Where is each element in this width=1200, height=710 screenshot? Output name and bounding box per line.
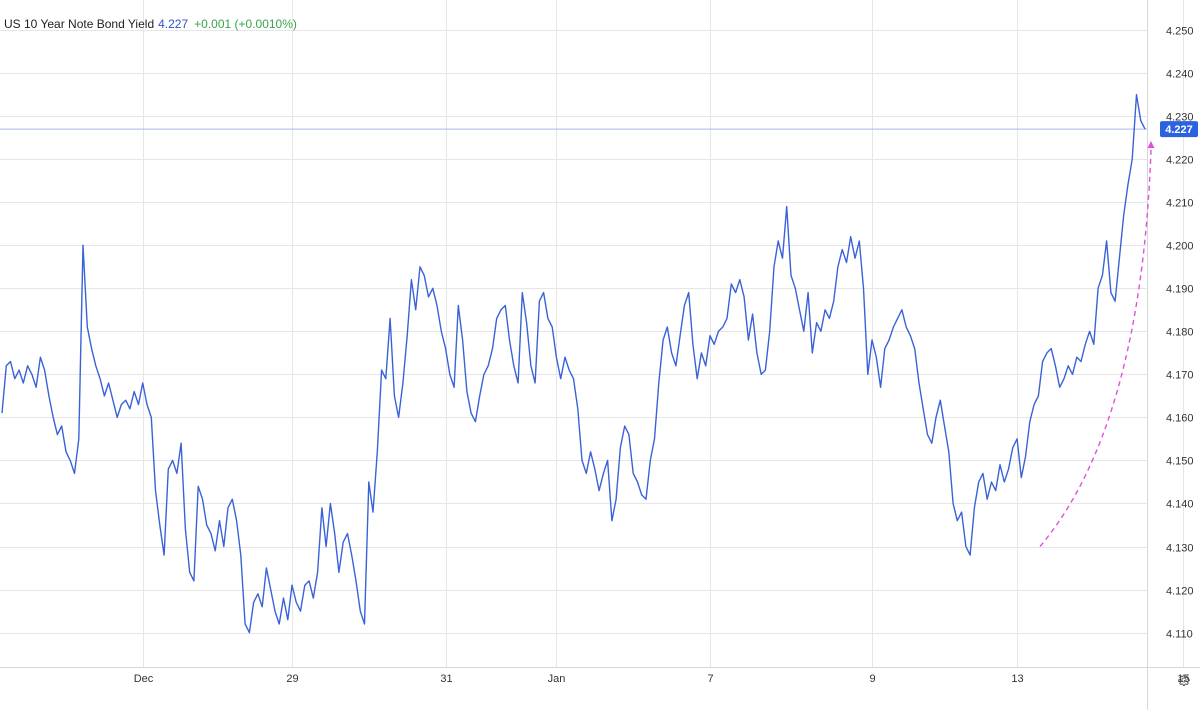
y-tick-label: 4.150 (1166, 456, 1194, 468)
x-tick-label: Jan (548, 673, 566, 685)
y-tick-label: 4.220 (1166, 155, 1194, 167)
x-tick-label: 31 (440, 673, 452, 685)
grid (0, 0, 1184, 667)
y-tick-label: 4.120 (1166, 586, 1194, 598)
x-tick-label: 29 (286, 673, 298, 685)
y-tick-label: 4.230 (1166, 112, 1194, 124)
y-tick-label: 4.160 (1166, 413, 1194, 425)
y-tick-label: 4.240 (1166, 69, 1194, 81)
y-tick-label: 4.140 (1166, 499, 1194, 511)
price-tag (1160, 121, 1198, 138)
y-tick-label: 4.170 (1166, 370, 1194, 382)
price-tag-label: 4.227 (1165, 124, 1193, 136)
x-tick-label: 9 (869, 673, 875, 685)
legend-last-value: 4.227 (158, 17, 189, 31)
x-tick-label: 7 (707, 673, 713, 685)
annotation-arrow-line (1039, 149, 1152, 547)
y-tick-label: 4.250 (1166, 26, 1194, 38)
settings-button[interactable] (1174, 670, 1194, 690)
series-layer (0, 94, 1147, 634)
gear-icon (1178, 674, 1190, 687)
y-tick-label: 4.210 (1166, 198, 1194, 210)
legend-symbol[interactable]: US 10 Year Note Bond Yield (4, 17, 155, 31)
x-tick-label: 13 (1011, 673, 1023, 685)
x-axis: Dec2931Jan79131517 (0, 667, 1200, 685)
annotation-arrow-head (1147, 141, 1155, 148)
y-tick-label: 4.130 (1166, 543, 1194, 555)
y-tick-label: 4.180 (1166, 327, 1194, 339)
x-tick-label: Dec (134, 673, 154, 685)
y-tick-label: 4.190 (1166, 284, 1194, 296)
annotation-layer (1039, 141, 1155, 547)
price-tag-layer: 4.227 (1160, 121, 1198, 138)
series-line (1, 94, 1146, 634)
legend-change: +0.001 (+0.0010%) (194, 17, 297, 31)
y-tick-label: 4.110 (1166, 629, 1193, 641)
y-tick-label: 4.200 (1166, 241, 1194, 253)
legend: US 10 Year Note Bond Yield 4.227 +0.001 (+… (4, 17, 297, 31)
y-axis: 4.110 4.120 4.130 4.140 4.150 4.160 4.170 4.180… (1147, 0, 1194, 710)
